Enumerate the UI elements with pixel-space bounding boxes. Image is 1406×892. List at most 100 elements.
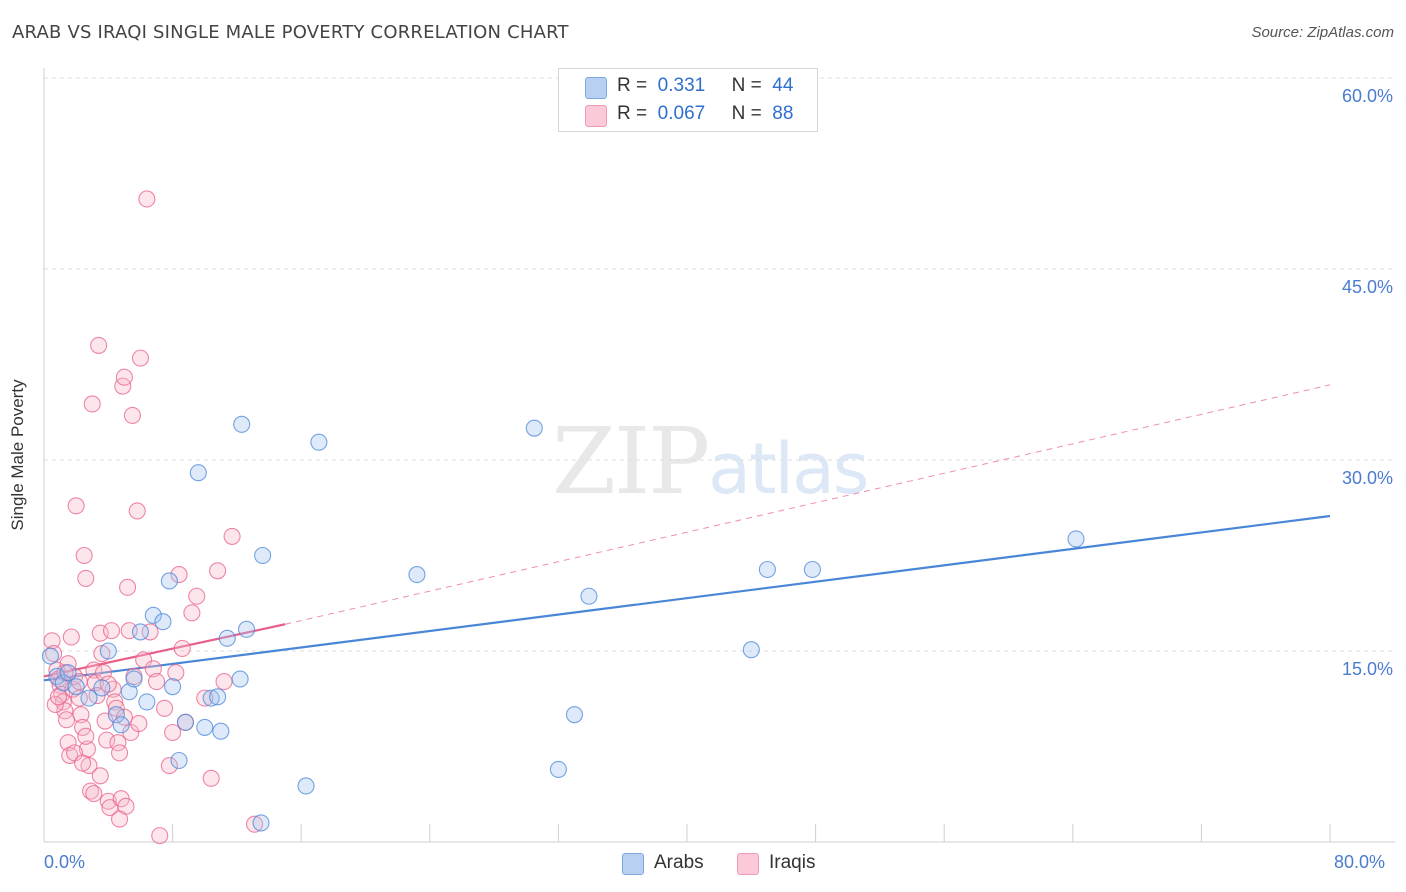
point-iraqis-48 <box>123 406 141 424</box>
point-arabs-10 <box>120 683 138 701</box>
point-arabs-0 <box>41 647 59 665</box>
point-arabs-35 <box>549 760 567 778</box>
point-arabs-18 <box>170 751 188 770</box>
point-iraqis-40 <box>111 744 129 762</box>
correlation-legend: R = 0.331 N = 44 R = 0.067 N = 88 <box>558 68 818 132</box>
point-iraqis-59 <box>156 699 174 717</box>
point-arabs-5 <box>80 689 98 707</box>
y-tick-label-0: 15.0% <box>1341 659 1393 679</box>
point-iraqis-18 <box>75 546 93 565</box>
point-arabs-41 <box>1067 530 1085 548</box>
point-iraqis-52 <box>131 349 149 367</box>
point-arabs-23 <box>209 688 227 706</box>
point-iraqis-10 <box>61 746 79 764</box>
point-iraqis-70 <box>209 562 227 580</box>
point-iraqis-8 <box>57 711 76 729</box>
point-iraqis-24 <box>85 661 103 679</box>
point-arabs-9 <box>112 716 130 734</box>
point-arabs-20 <box>189 464 207 482</box>
watermark: ZIPatlas <box>552 408 869 515</box>
point-iraqis-51 <box>130 715 148 733</box>
point-arabs-30 <box>254 546 272 565</box>
point-iraqis-23 <box>83 395 101 413</box>
point-arabs-12 <box>131 623 149 641</box>
point-arabs-13 <box>138 693 156 711</box>
point-iraqis-74 <box>59 655 77 673</box>
y-axis-title: Single Male Poverty <box>8 379 27 531</box>
point-arabs-15 <box>154 613 172 631</box>
point-arabs-33 <box>408 566 426 584</box>
gridlines <box>44 77 1395 652</box>
point-arabs-38 <box>742 641 760 659</box>
point-iraqis-71 <box>215 673 233 691</box>
point-arabs-29 <box>252 814 270 832</box>
point-arabs-14 <box>144 606 162 624</box>
point-iraqis-17 <box>74 718 92 736</box>
point-arabs-31 <box>297 777 315 795</box>
point-arabs-1 <box>48 667 66 686</box>
point-arabs-6 <box>93 679 111 697</box>
point-arabs-37 <box>580 587 598 605</box>
trend-line-arabs <box>43 514 1331 682</box>
point-iraqis-22 <box>82 782 100 800</box>
axes <box>43 68 1395 843</box>
point-arabs-21 <box>196 718 214 736</box>
point-iraqis-0 <box>43 632 61 650</box>
x-tick-min: 0.0% <box>44 852 86 872</box>
point-arabs-26 <box>231 670 249 688</box>
point-iraqis-1 <box>45 644 63 663</box>
legend-swatch-arabs <box>585 77 607 99</box>
point-arabs-4 <box>67 678 85 696</box>
point-iraqis-19 <box>77 569 95 587</box>
point-arabs-40 <box>803 560 821 579</box>
trend-lines <box>43 384 1331 682</box>
point-arabs-25 <box>218 629 236 647</box>
trend-line-extended-iraqis <box>285 384 1331 625</box>
point-iraqis-67 <box>188 587 206 605</box>
point-arabs-16 <box>160 572 178 590</box>
point-arabs-8 <box>107 706 125 724</box>
point-iraqis-77 <box>111 810 129 828</box>
y-tick-label-3: 60.0% <box>1341 86 1393 106</box>
watermark-atlas: atlas <box>708 428 869 510</box>
point-iraqis-37 <box>106 693 124 711</box>
point-arabs-17 <box>164 678 182 696</box>
point-iraqis-57 <box>147 673 166 691</box>
point-iraqis-43 <box>115 368 133 386</box>
point-arabs-24 <box>212 722 230 740</box>
chart-title: ARAB VS IRAQI SINGLE MALE POVERTY CORREL… <box>12 22 569 43</box>
point-iraqis-76 <box>91 767 109 785</box>
bottom-legend-swatch-iraqis <box>737 853 759 875</box>
point-iraqis-50 <box>128 502 146 520</box>
point-iraqis-45 <box>119 578 137 596</box>
point-arabs-32 <box>310 433 328 451</box>
watermark-zip: ZIP <box>552 408 710 515</box>
point-arabs-36 <box>565 706 584 724</box>
point-iraqis-32 <box>98 731 116 749</box>
y-tick-label-2: 45.0% <box>1341 277 1393 297</box>
point-iraqis-66 <box>183 604 201 622</box>
trend-line-iraqis <box>43 623 286 678</box>
point-iraqis-16 <box>72 706 90 724</box>
point-arabs-28 <box>237 620 256 638</box>
point-iraqis-84 <box>74 754 92 772</box>
bottom-legend-swatch-arabs <box>622 853 644 875</box>
point-iraqis-73 <box>246 815 264 833</box>
point-iraqis-75 <box>77 727 95 745</box>
point-iraqis-35 <box>102 622 121 640</box>
point-iraqis-72 <box>223 527 241 545</box>
point-iraqis-14 <box>67 497 85 515</box>
y-tick-label-1: 30.0% <box>1341 468 1393 488</box>
point-arabs-34 <box>525 419 543 437</box>
point-iraqis-60 <box>160 757 178 775</box>
point-arabs-11 <box>125 670 143 688</box>
x-tick-max: 80.0% <box>1334 852 1386 872</box>
point-iraqis-58 <box>151 827 169 845</box>
point-iraqis-63 <box>170 566 188 584</box>
point-iraqis-68 <box>196 689 214 707</box>
point-iraqis-9 <box>59 734 77 752</box>
point-iraqis-80 <box>85 785 103 803</box>
legend-swatch-iraqis <box>585 105 607 127</box>
point-iraqis-27 <box>90 336 108 354</box>
